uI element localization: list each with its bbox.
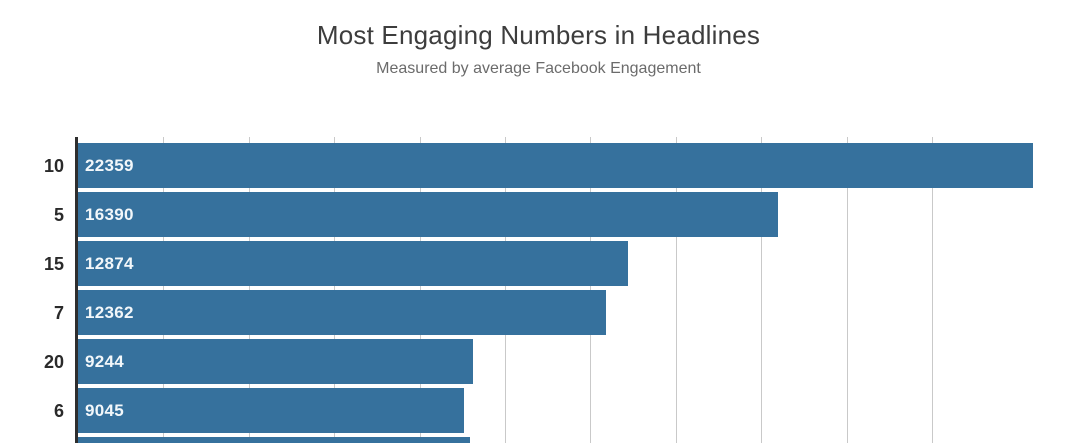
bar-20: 9244 [78, 339, 473, 384]
bar-value-label: 9244 [85, 351, 125, 371]
bar-10: 22359 [78, 143, 1033, 188]
bar-7: 12362 [78, 290, 606, 335]
category-label-6: 6 [53, 400, 64, 421]
bar-value-label: 16390 [85, 204, 134, 224]
category-label-15: 15 [43, 253, 64, 274]
gridline [675, 137, 677, 443]
bar-15: 12874 [78, 241, 628, 286]
category-label-10: 10 [43, 155, 64, 176]
category-label-5: 5 [53, 204, 64, 225]
bar-value-label: 22359 [85, 155, 134, 175]
category-label-20: 20 [43, 351, 64, 372]
gridline [761, 137, 763, 443]
partial-bar-cut-off [78, 437, 470, 443]
bar-value-label: 12874 [85, 253, 134, 273]
bar-6: 9045 [78, 388, 465, 433]
chart-subtitle: Measured by average Facebook Engagement [376, 60, 701, 77]
bar-value-label: 9045 [85, 400, 125, 420]
gridline [931, 137, 933, 443]
category-label-7: 7 [53, 302, 64, 323]
chart-title: Most Engaging Numbers in Headlines [316, 20, 761, 50]
gridline [846, 137, 848, 443]
bar-5: 16390 [78, 192, 778, 237]
bar-value-label: 12362 [85, 302, 134, 322]
y-axis-category-labels: 10 5 15 7 20 6 [0, 137, 64, 443]
plot-area: 22359 16390 12874 12362 9244 9045 [75, 137, 1077, 443]
y-axis-line [75, 137, 78, 443]
